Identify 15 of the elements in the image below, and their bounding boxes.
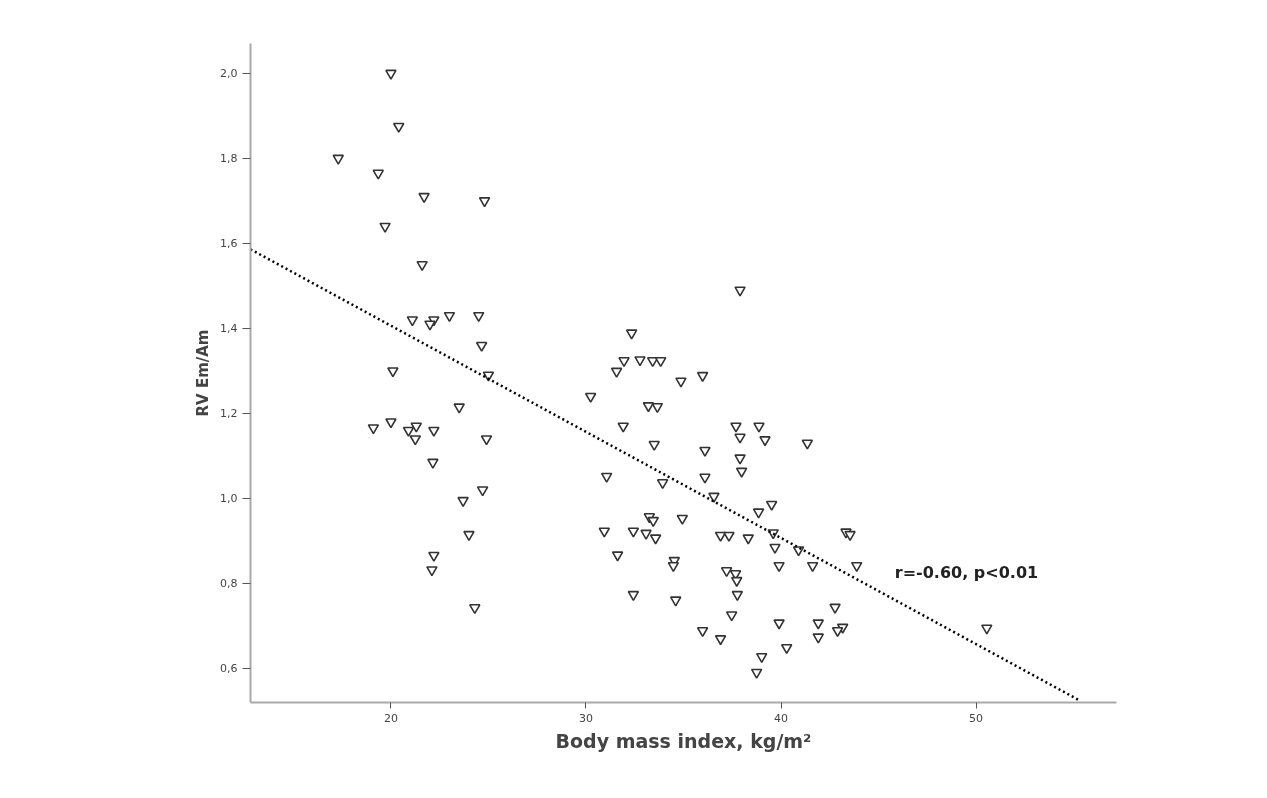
y-tick-label: 1,4 [220,322,238,336]
y-tick-label: 0,8 [220,577,238,591]
x-tick-label: 20 [383,711,398,725]
y-axis-title: RV Em/Am [194,329,213,417]
annotation: r=-0.60, p<0.01 [894,563,1039,583]
x-tick-label: 50 [969,711,984,725]
y-tick-label: 1,8 [220,152,238,166]
y-tick-label: 2,0 [220,67,238,81]
x-tick-label: 30 [578,711,593,725]
y-tick-label: 1,2 [220,407,238,421]
x-tick-label: 40 [774,711,789,725]
x-axis-title: Body mass index, kg/m² [555,729,812,752]
y-tick-label: 0,6 [220,662,238,676]
y-tick-label: 1,0 [220,492,238,506]
y-tick-label: 1,6 [220,237,238,251]
